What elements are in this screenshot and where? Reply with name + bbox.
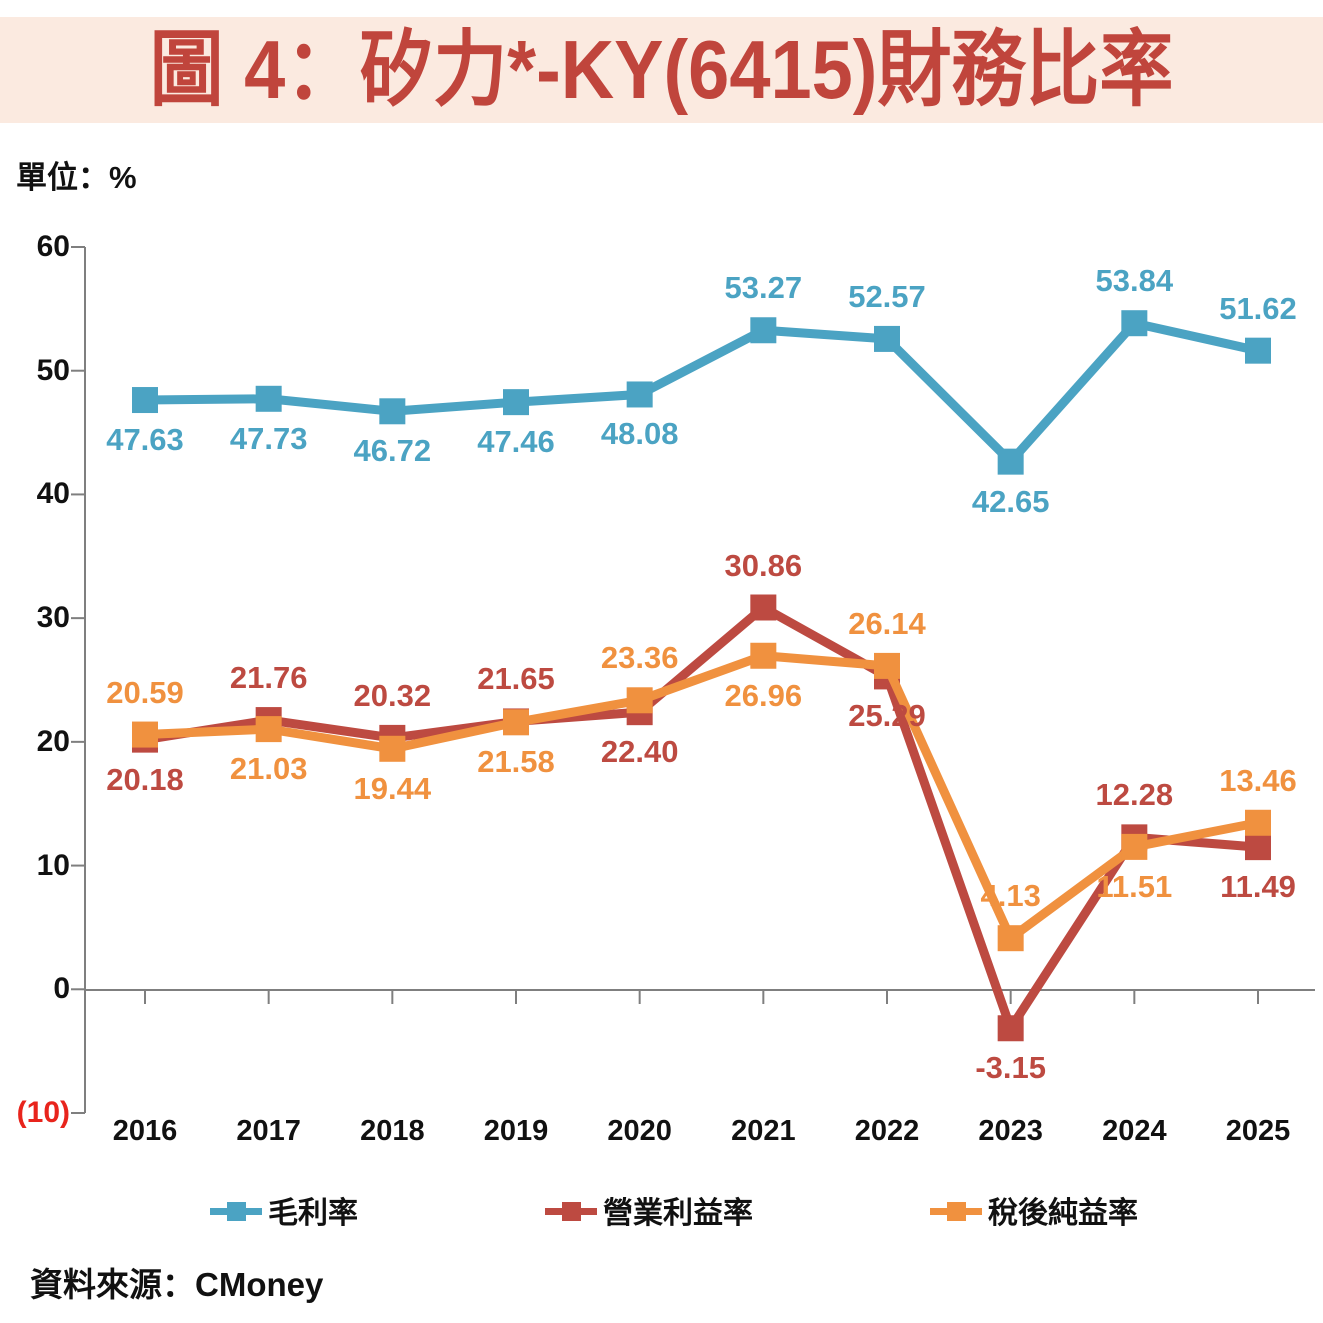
data-point-marker <box>1121 310 1148 337</box>
data-point-marker <box>503 389 529 416</box>
series-3 <box>132 642 1271 952</box>
source-label: 資料來源：CMoney <box>30 1266 324 1303</box>
x-tick-label-2018: 2018 <box>360 1115 425 1147</box>
legend-label: 毛利率 <box>268 1197 358 1230</box>
data-label-營業利益率-2016: 20.18 <box>106 761 184 797</box>
data-label-毛利率-2016: 47.63 <box>106 422 184 458</box>
data-point-marker <box>379 398 406 425</box>
data-label-毛利率-2019: 47.46 <box>477 424 555 460</box>
data-label-毛利率-2024: 53.84 <box>1095 263 1174 299</box>
data-label-毛利率-2022: 52.57 <box>848 278 926 314</box>
data-label-營業利益率-2018: 20.32 <box>353 677 432 713</box>
data-point-marker <box>997 1015 1024 1042</box>
legend-label: 稅後純益率 <box>988 1197 1138 1230</box>
data-label-稅後純益率-2019: 21.58 <box>477 744 555 780</box>
data-label-稅後純益率-2018: 19.44 <box>353 770 432 806</box>
unit-label: 單位：% <box>16 160 137 195</box>
legend-square <box>562 1202 581 1221</box>
data-point-marker <box>626 687 653 714</box>
x-tick-label-2019: 2019 <box>483 1115 549 1147</box>
y-tick-label: 20 <box>36 724 70 758</box>
data-label-營業利益率-2021: 30.86 <box>724 547 803 583</box>
data-point-marker <box>1245 809 1271 836</box>
data-label-營業利益率-2017: 21.76 <box>229 660 308 696</box>
data-label-營業利益率-2023: -3.15 <box>975 1050 1046 1086</box>
legend-square <box>947 1202 966 1221</box>
series-line <box>144 602 1259 1039</box>
legend-item-毛利率[interactable]: 毛利率 <box>210 1185 358 1235</box>
legend-item-稅後純益率[interactable]: 稅後純益率 <box>930 1185 1138 1235</box>
data-point-marker <box>503 709 529 736</box>
data-point-marker <box>1245 337 1271 364</box>
data-point-marker <box>255 716 282 743</box>
y-tick-label: 60 <box>36 230 70 263</box>
y-tick-label: 10 <box>36 848 70 882</box>
data-point-marker <box>874 325 900 352</box>
data-label-毛利率-2018: 46.72 <box>353 433 432 469</box>
data-point-marker <box>626 381 653 408</box>
data-label-營業利益率-2020: 22.40 <box>600 734 679 770</box>
data-point-marker <box>750 594 777 621</box>
data-label-毛利率-2021: 53.27 <box>724 270 803 306</box>
data-point-marker <box>255 385 282 412</box>
data-label-毛利率-2023: 42.65 <box>971 483 1050 519</box>
legend-marker-icon <box>545 1197 597 1223</box>
legend-marker-icon <box>930 1197 982 1223</box>
series-1 <box>132 310 1271 475</box>
data-point-marker <box>997 925 1024 952</box>
data-label-稅後純益率-2017: 21.03 <box>229 751 308 787</box>
y-tick-label: 40 <box>36 477 70 511</box>
x-tick-label-2025: 2025 <box>1225 1115 1291 1147</box>
data-label-毛利率-2017: 47.73 <box>229 420 308 456</box>
data-label-稅後純益率-2020: 23.36 <box>600 640 679 676</box>
legend-square <box>227 1202 246 1221</box>
y-tick-label: 50 <box>36 353 70 387</box>
data-label-營業利益率-2025: 11.49 <box>1220 869 1296 905</box>
x-tick-label-2020: 2020 <box>607 1115 672 1147</box>
data-point-marker <box>750 642 777 669</box>
x-tick-label-2023: 2023 <box>978 1115 1043 1147</box>
data-label-毛利率-2020: 48.08 <box>600 416 679 452</box>
legend-item-營業利益率[interactable]: 營業利益率 <box>545 1185 753 1235</box>
data-label-稅後純益率-2021: 26.96 <box>724 677 803 713</box>
data-point-marker <box>132 387 158 414</box>
data-point-marker <box>1121 833 1148 860</box>
chart-legend: 毛利率 營業利益率 稅後純益率 <box>0 1185 1323 1235</box>
series-line <box>144 651 1259 946</box>
data-point-marker <box>997 448 1024 475</box>
data-label-稅後純益率-2023: 4.13 <box>980 878 1041 914</box>
data-point-marker <box>1245 834 1271 861</box>
data-point-marker <box>379 735 406 762</box>
legend-marker-icon <box>210 1197 262 1223</box>
series-line <box>144 318 1259 469</box>
y-tick-label: 30 <box>36 601 70 635</box>
data-label-營業利益率-2024: 12.28 <box>1095 777 1174 813</box>
data-label-毛利率-2025: 51.62 <box>1219 290 1297 326</box>
data-label-稅後純益率-2024: 11.51 <box>1096 868 1173 904</box>
x-tick-label-2021: 2021 <box>731 1115 796 1147</box>
y-tick-label: 0 <box>53 972 70 1006</box>
page-title: 圖 4：矽力*-KY(6415)財務比率 <box>149 22 1174 116</box>
x-tick-label-2022: 2022 <box>854 1115 920 1147</box>
title-banner: 圖 4：矽力*-KY(6415)財務比率 <box>0 17 1323 123</box>
data-label-稅後純益率-2016: 20.59 <box>106 674 184 710</box>
x-tick-label-2024: 2024 <box>1102 1115 1167 1147</box>
data-label-營業利益率-2022: 25.29 <box>848 698 926 734</box>
data-label-稅後純益率-2022: 26.14 <box>848 605 926 641</box>
data-label-稅後純益率-2025: 13.46 <box>1219 762 1297 798</box>
data-point-marker <box>132 721 158 748</box>
data-label-營業利益率-2019: 21.65 <box>477 661 555 697</box>
data-point-marker <box>750 317 777 344</box>
y-tick-label: (10) <box>16 1096 70 1129</box>
legend-label: 營業利益率 <box>603 1197 753 1230</box>
x-tick-label-2017: 2017 <box>236 1115 301 1147</box>
data-point-marker <box>874 652 900 679</box>
x-tick-label-2016: 2016 <box>112 1115 178 1147</box>
